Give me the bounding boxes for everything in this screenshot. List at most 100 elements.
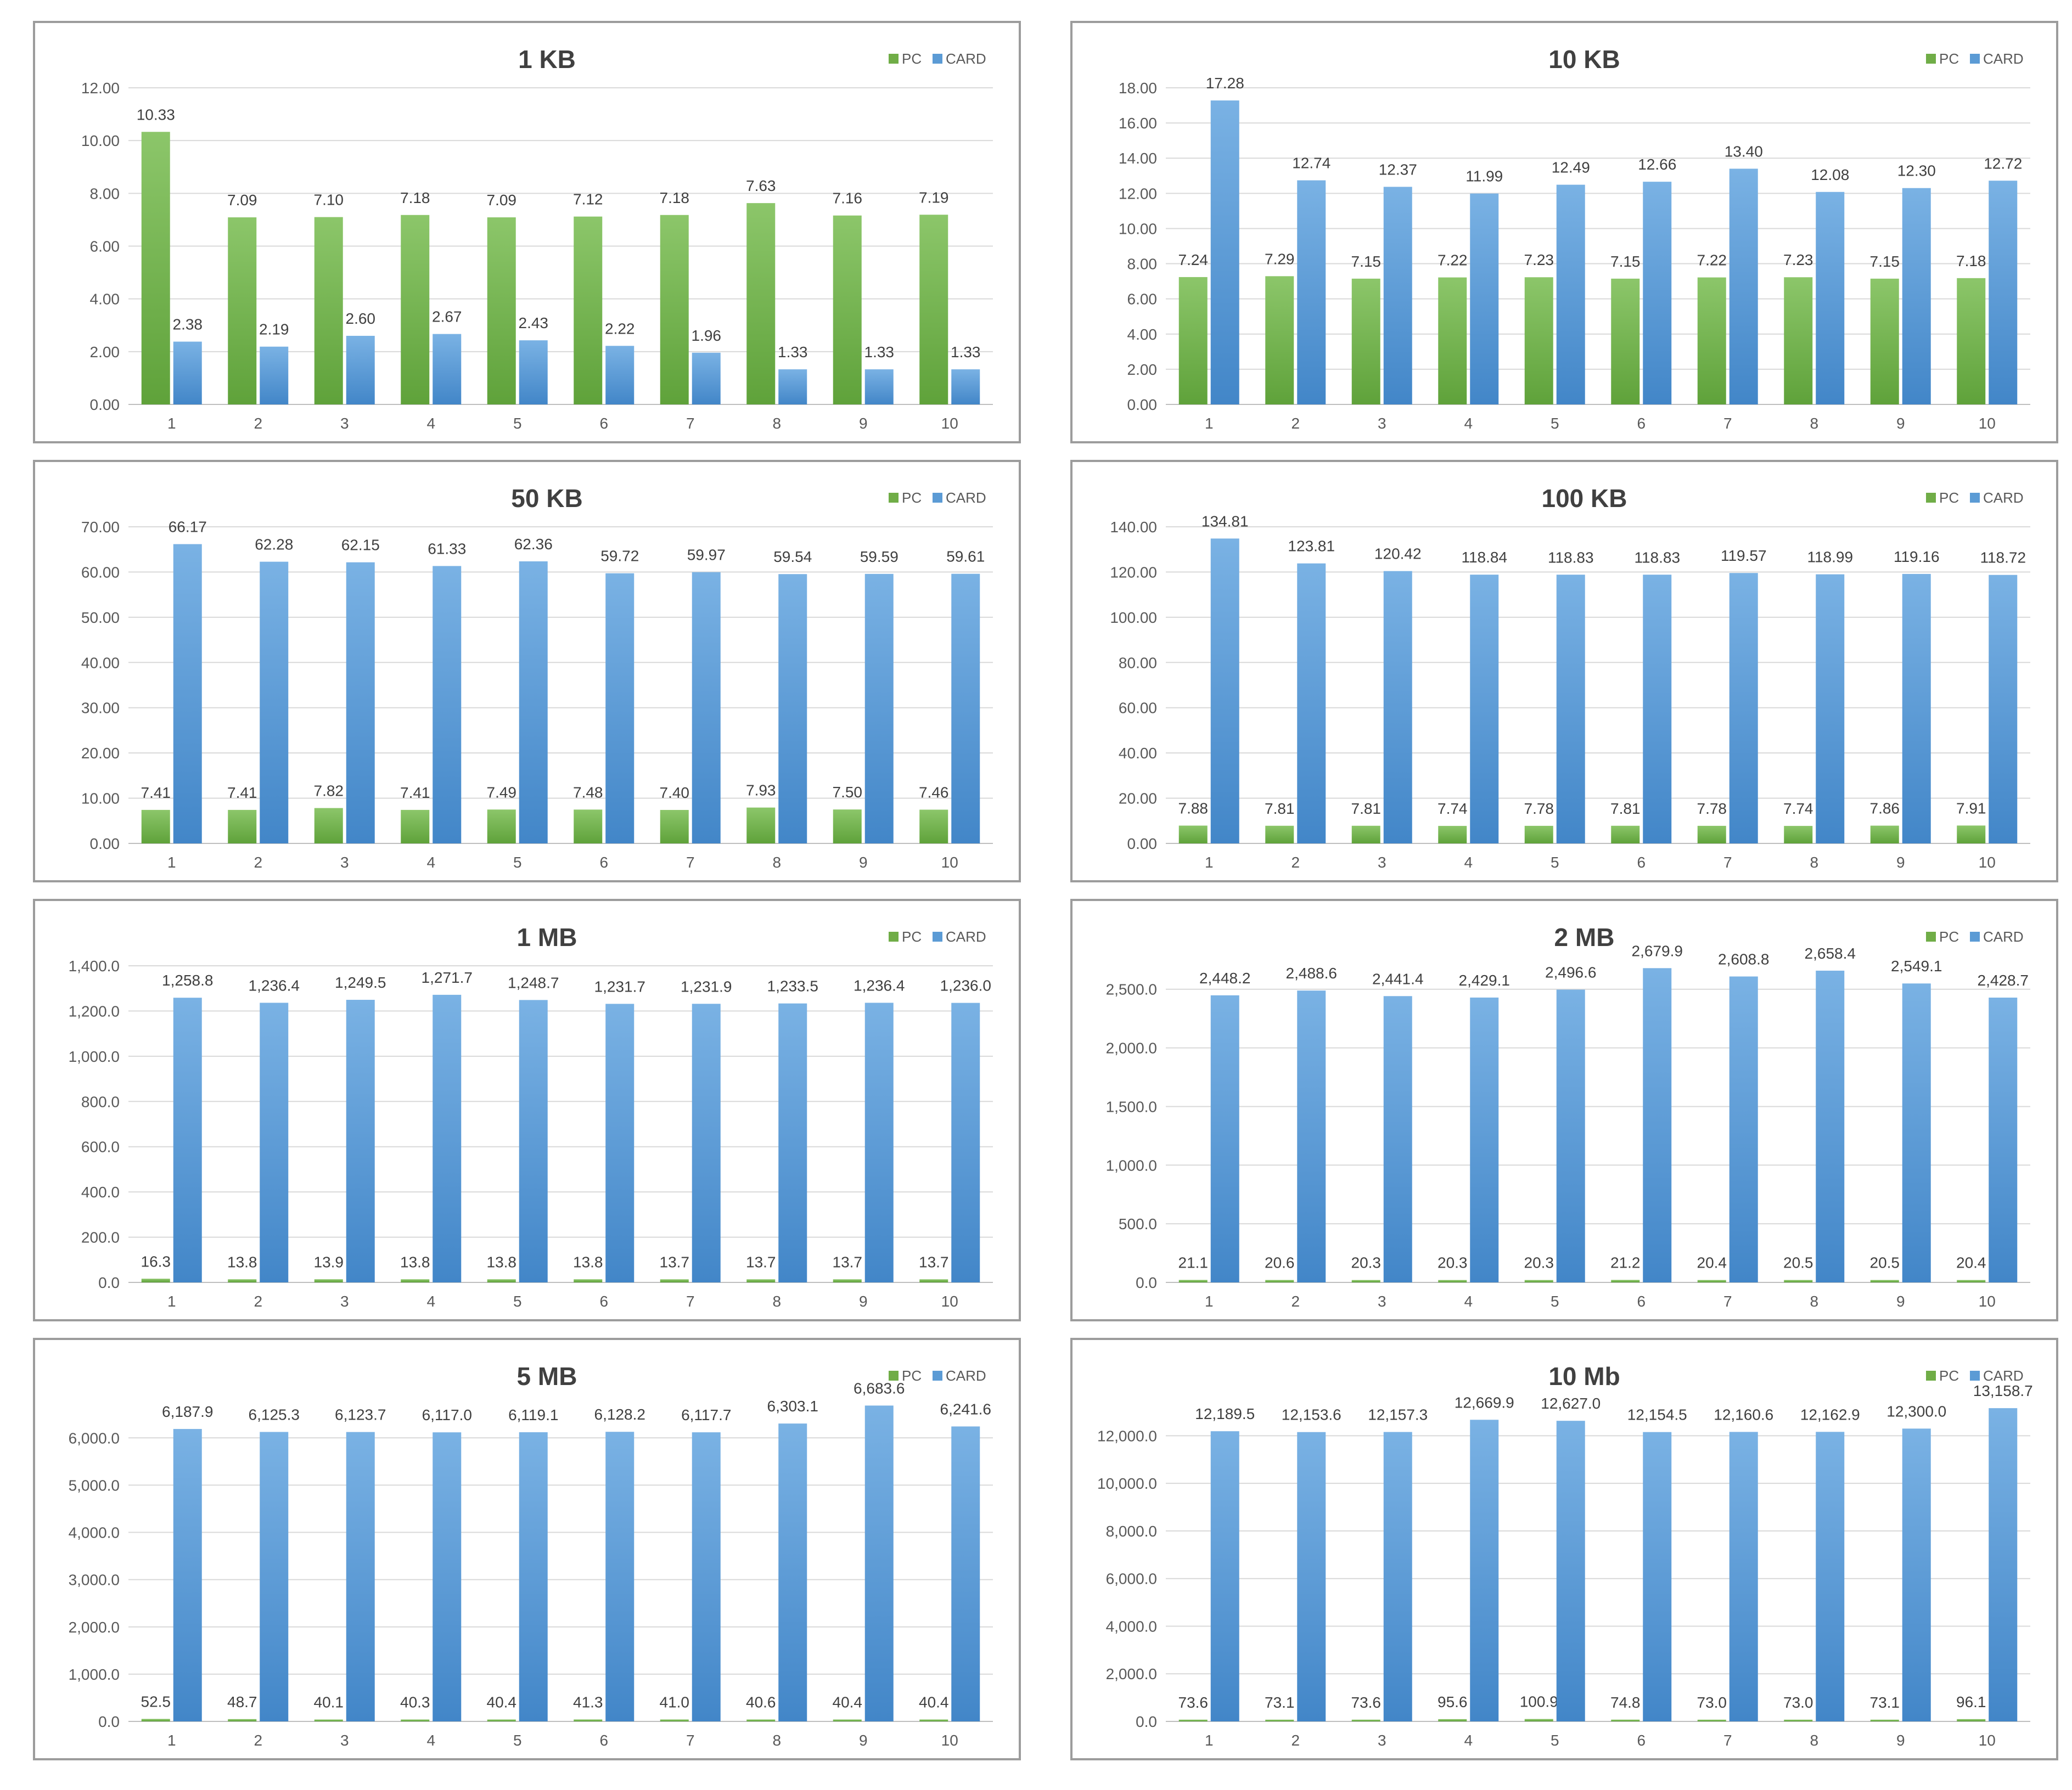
y-tick-label: 80.00 — [1119, 654, 1157, 671]
chart-panel: 2 MB PC CARD 0.0 500.0 1,000.0 1,500.0 2,000.0 2… — [1070, 899, 2058, 1321]
data-label-pc: 41.3 — [573, 1693, 603, 1710]
data-label-card: 12,153.6 — [1282, 1406, 1341, 1423]
data-label-card: 2,448.2 — [1199, 970, 1250, 987]
data-label-pc: 13.7 — [746, 1253, 776, 1270]
bar-pc — [1351, 1719, 1380, 1721]
bar-pc — [919, 1719, 948, 1721]
bar-card — [1297, 180, 1326, 404]
bar-card — [778, 369, 807, 404]
bar-pc — [1870, 825, 1899, 843]
x-tick-label: 4 — [426, 415, 435, 432]
legend-swatch-card — [1970, 493, 1980, 503]
legend-swatch-pc — [1926, 493, 1936, 503]
legend-swatch-pc — [1926, 54, 1936, 64]
bar-card — [1210, 100, 1239, 404]
data-label-card: 1,249.5 — [335, 974, 386, 991]
data-label-card: 59.59 — [860, 548, 899, 565]
bar-card — [778, 1423, 807, 1721]
bar-card — [346, 1000, 375, 1282]
bar-card — [173, 1429, 202, 1721]
y-tick-label: 2,000.0 — [69, 1619, 120, 1636]
x-tick-label: 9 — [859, 415, 868, 432]
bar-chart: 2 MB PC CARD 0.0 500.0 1,000.0 1,500.0 2,000.0 2… — [1106, 923, 2030, 1310]
data-label-pc: 7.46 — [919, 784, 949, 801]
bar-card — [260, 1003, 289, 1282]
y-tick-label: 0.0 — [98, 1713, 120, 1730]
data-label-pc: 10.33 — [137, 106, 175, 123]
data-label-pc: 7.40 — [660, 784, 690, 801]
data-label-card: 6,241.6 — [940, 1400, 991, 1417]
bar-card — [951, 1426, 980, 1721]
legend-swatch-pc — [889, 932, 899, 942]
data-label-pc: 21.2 — [1610, 1254, 1641, 1271]
data-label-card: 120.42 — [1374, 545, 1422, 562]
y-tick-label: 100.00 — [1110, 609, 1157, 626]
data-label-pc: 7.78 — [1524, 800, 1554, 817]
data-label-card: 61.33 — [428, 540, 466, 557]
bar-card — [605, 1004, 634, 1282]
bar-pc — [1265, 825, 1294, 843]
data-label-card: 6,119.1 — [508, 1406, 558, 1423]
y-tick-label: 10.00 — [81, 790, 120, 807]
x-tick-label: 1 — [167, 415, 176, 432]
data-label-card: 2,441.4 — [1372, 970, 1423, 987]
data-label-pc: 40.4 — [919, 1694, 949, 1711]
data-label-pc: 7.49 — [487, 784, 517, 801]
data-label-card: 13,158.7 — [1973, 1382, 2033, 1399]
y-tick-label: 0.0 — [1136, 1713, 1157, 1730]
legend-label-pc: PC — [902, 928, 922, 945]
data-label-card: 2.22 — [605, 320, 635, 337]
data-label-pc: 7.78 — [1697, 800, 1727, 817]
y-tick-label: 4,000.0 — [69, 1524, 120, 1541]
bar-card — [692, 352, 721, 404]
x-tick-label: 8 — [1810, 1732, 1818, 1749]
y-tick-label: 1,000.0 — [69, 1666, 120, 1683]
x-tick-label: 1 — [1205, 1732, 1214, 1749]
y-tick-label: 4.00 — [1127, 326, 1158, 343]
legend-label-pc: PC — [902, 489, 922, 506]
legend-swatch-card — [1970, 1371, 1980, 1381]
bar-card — [1643, 1432, 1672, 1721]
bar-card — [260, 1432, 289, 1721]
bar-card — [1643, 575, 1672, 843]
y-tick-label: 12.00 — [1119, 185, 1157, 202]
x-tick-label: 1 — [1205, 854, 1214, 871]
legend-label-card: CARD — [946, 928, 986, 945]
bar-pc — [746, 203, 776, 404]
data-label-card: 6,683.6 — [853, 1380, 905, 1397]
data-label-pc: 48.7 — [227, 1693, 257, 1710]
legend-label-pc: PC — [902, 1367, 922, 1384]
bar-card — [346, 562, 375, 843]
y-tick-label: 8,000.0 — [1106, 1523, 1157, 1540]
data-label-card: 2.19 — [259, 321, 289, 338]
data-label-card: 118.84 — [1461, 549, 1507, 566]
bar-pc — [833, 809, 862, 843]
legend: PC CARD — [1926, 50, 2024, 67]
bar-pc — [1265, 1280, 1294, 1282]
bar-card — [519, 561, 548, 843]
x-tick-label: 2 — [254, 415, 262, 432]
data-label-card: 66.17 — [169, 519, 207, 536]
data-label-card: 12,189.5 — [1195, 1405, 1255, 1422]
data-label-card: 12,162.9 — [1800, 1406, 1860, 1423]
data-label-card: 59.54 — [773, 548, 812, 565]
data-label-card: 118.83 — [1548, 549, 1594, 566]
bar-card — [1556, 1421, 1585, 1721]
bar-pc — [1524, 1280, 1553, 1282]
bar-pc — [574, 1279, 603, 1282]
data-label-pc: 41.0 — [660, 1693, 690, 1710]
data-label-card: 1,236.0 — [940, 977, 991, 994]
data-label-card: 12,627.0 — [1541, 1395, 1601, 1412]
x-tick-label: 4 — [1464, 1732, 1473, 1749]
bar-pc — [141, 132, 170, 404]
bar-card — [1556, 989, 1585, 1282]
legend-label-pc: PC — [1939, 1367, 1959, 1384]
x-tick-label: 7 — [1723, 854, 1732, 871]
bar-card — [864, 573, 894, 843]
bar-card — [260, 561, 289, 843]
data-label-pc: 21.1 — [1178, 1254, 1209, 1271]
y-tick-label: 4,000.0 — [1106, 1618, 1157, 1635]
chart-title: 50 KB — [511, 484, 582, 513]
x-tick-label: 7 — [1723, 1293, 1732, 1310]
y-tick-label: 16.00 — [1119, 115, 1157, 132]
